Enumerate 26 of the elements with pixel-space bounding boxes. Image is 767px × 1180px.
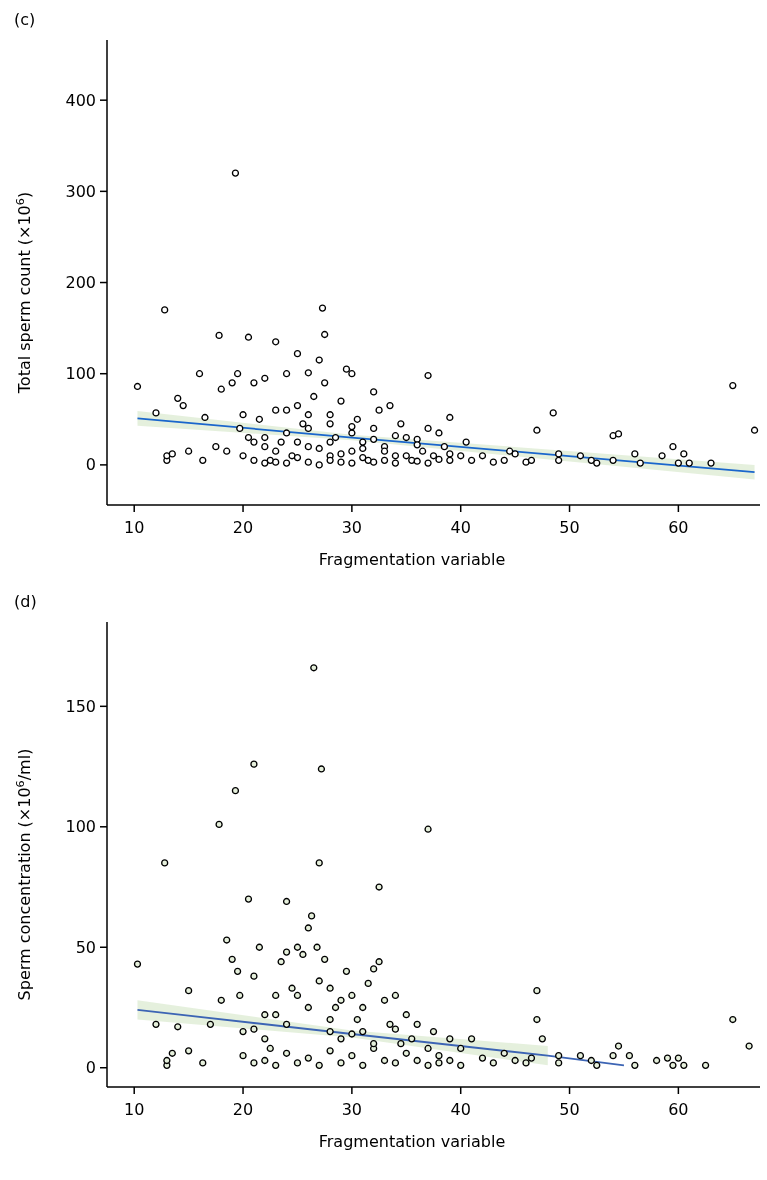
y-tick-label: 100 <box>65 364 96 384</box>
y-tick-label: 400 <box>65 90 96 110</box>
x-tick-label: 30 <box>341 518 363 537</box>
x-tick-label: 30 <box>341 1100 363 1119</box>
x-axis-title: Fragmentation variable <box>318 1132 506 1151</box>
y-tick-label: 0 <box>85 455 96 475</box>
x-tick-label: 10 <box>124 1100 145 1119</box>
x-tick-label: 20 <box>232 518 254 537</box>
y-tick-label: 50 <box>75 937 96 957</box>
x-tick-label: 40 <box>450 518 471 537</box>
x-axis-title: Fragmentation variable <box>318 550 506 569</box>
x-tick-label: 40 <box>450 1100 471 1119</box>
x-tick-label: 60 <box>668 1100 689 1119</box>
y-tick-label: 0 <box>85 1058 96 1078</box>
chart-title: (c) <box>14 10 36 29</box>
line-series <box>136 1009 625 1067</box>
x-tick-label: 50 <box>559 1100 580 1119</box>
x-tick-label: 20 <box>232 1100 254 1119</box>
x-tick-label: 50 <box>559 518 580 537</box>
x-tick-label: 10 <box>124 518 145 537</box>
y-tick-label: 300 <box>65 181 96 201</box>
y-tick-label: 200 <box>65 273 96 293</box>
chart-title: (d) <box>14 592 37 611</box>
y-tick-label: 100 <box>65 817 96 837</box>
x-tick-label: 60 <box>668 518 689 537</box>
y-tick-label: 150 <box>65 696 96 716</box>
